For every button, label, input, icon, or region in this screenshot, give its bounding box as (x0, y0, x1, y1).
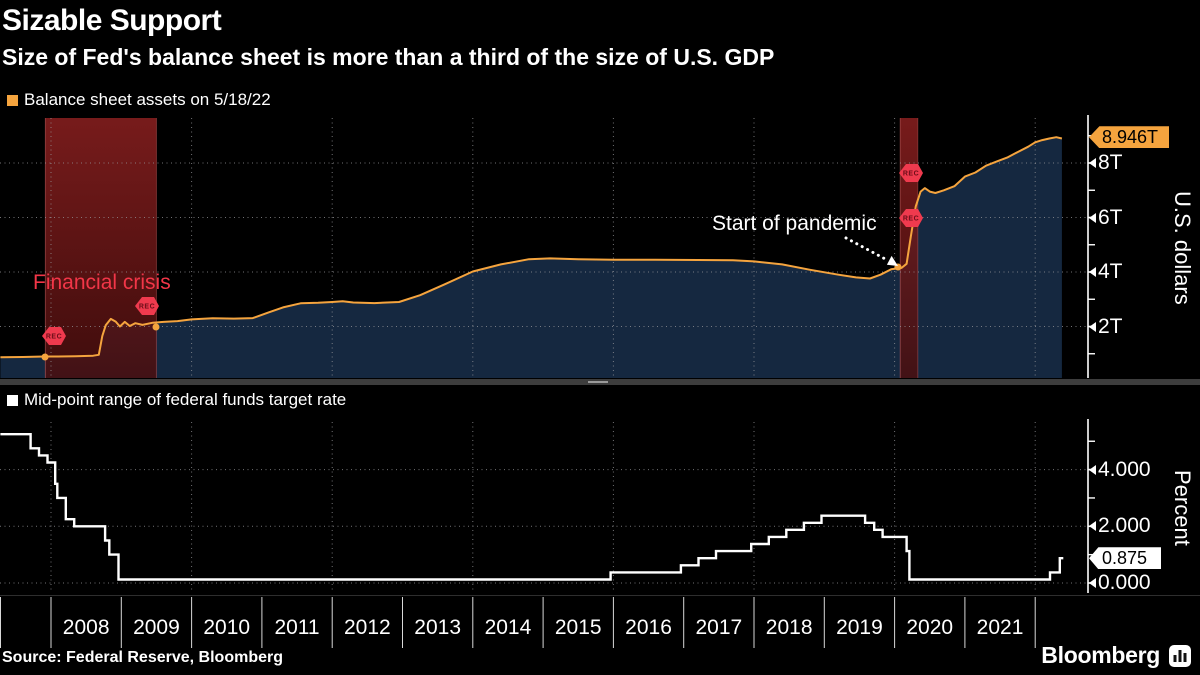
x-axis-year-label: 2020 (906, 616, 954, 639)
balance-sheet-area (0, 137, 1062, 378)
pandemic-arrowhead (886, 255, 898, 266)
x-axis-year-label: 2016 (625, 616, 672, 639)
x-axis-year-label: 2009 (133, 616, 180, 639)
legend-fed-funds: Mid-point range of federal funds target … (7, 390, 346, 410)
y-axis-tick-label: 4.000 (1089, 458, 1151, 481)
rec-badge-label: REC (903, 171, 919, 178)
x-axis-year-label: 2017 (695, 616, 743, 639)
rec-badge: REC (899, 209, 923, 227)
legend-fed-funds-label: Mid-point range of federal funds target … (24, 390, 347, 409)
y-axis-title-us-dollars: U.S. dollars (1170, 191, 1195, 305)
line-marker-dot (152, 323, 160, 331)
legend-swatch-orange-icon (7, 94, 18, 106)
x-axis-year-label: 2015 (554, 616, 602, 639)
balance-sheet-line (0, 136, 1063, 359)
chart-subtitle: Size of Fed's balance sheet is more than… (2, 44, 775, 70)
rec-badge: REC (899, 164, 923, 182)
current-value-badge-rate: 0.875 (1089, 547, 1161, 570)
y-axis-title-percent: Percent (1170, 469, 1195, 546)
chart-title: Sizable Support (2, 4, 222, 37)
y-axis-tick-label: 2.000 (1089, 514, 1151, 537)
legend-balance-sheet-label: Balance sheet assets on 5/18/22 (24, 90, 271, 109)
legend-balance-sheet: Balance sheet assets on 5/18/22 (7, 90, 271, 110)
x-axis-year-label: 2011 (274, 616, 320, 639)
panel-divider (0, 379, 1200, 385)
rec-badge: REC (42, 327, 66, 345)
x-axis-year-label: 2018 (765, 616, 813, 639)
x-axis-year-label: 2012 (343, 616, 391, 639)
legend-swatch-white-icon (7, 394, 18, 406)
x-axis-year-label: 2008 (62, 616, 110, 639)
x-axis-year-label: 2021 (976, 616, 1024, 639)
y-axis-tick-label: 2T (1089, 315, 1123, 338)
bloomberg-chart-icon (1169, 644, 1191, 667)
y-axis-tick-label: 6T (1089, 206, 1123, 229)
current-value-badge-balance-sheet: 8.946T (1089, 126, 1169, 149)
rec-badge-label: REC (139, 304, 155, 311)
pandemic-arrow-dotted (844, 236, 891, 263)
x-axis-baseline (0, 595, 1200, 596)
x-axis-year-label: 2019 (836, 616, 883, 639)
x-axis-year-label: 2013 (414, 616, 461, 639)
x-axis-year-label: 2010 (203, 616, 251, 639)
divider-drag-handle[interactable] (588, 381, 608, 383)
y-axis-tick-label: 4T (1089, 260, 1123, 283)
y-axis-tick-label: 8T (1089, 151, 1123, 174)
y-axis-tick-label: 0.000 (1089, 571, 1151, 594)
rec-badge: REC (135, 297, 159, 315)
line-marker-dot (41, 353, 49, 361)
x-axis-year-label: 2014 (484, 616, 532, 639)
bloomberg-wordmark: Bloomberg (1041, 642, 1160, 668)
annotation-start-of-pandemic: Start of pandemic (712, 212, 877, 235)
rec-badge-label: REC (46, 334, 62, 341)
rec-badge-label: REC (903, 216, 919, 223)
annotation-financial-crisis: Financial crisis (33, 271, 171, 294)
fed-funds-step-line (0, 433, 1064, 581)
source-text: Source: Federal Reserve, Bloomberg (2, 649, 283, 666)
bloomberg-logo: Bloomberg (1041, 642, 1192, 669)
